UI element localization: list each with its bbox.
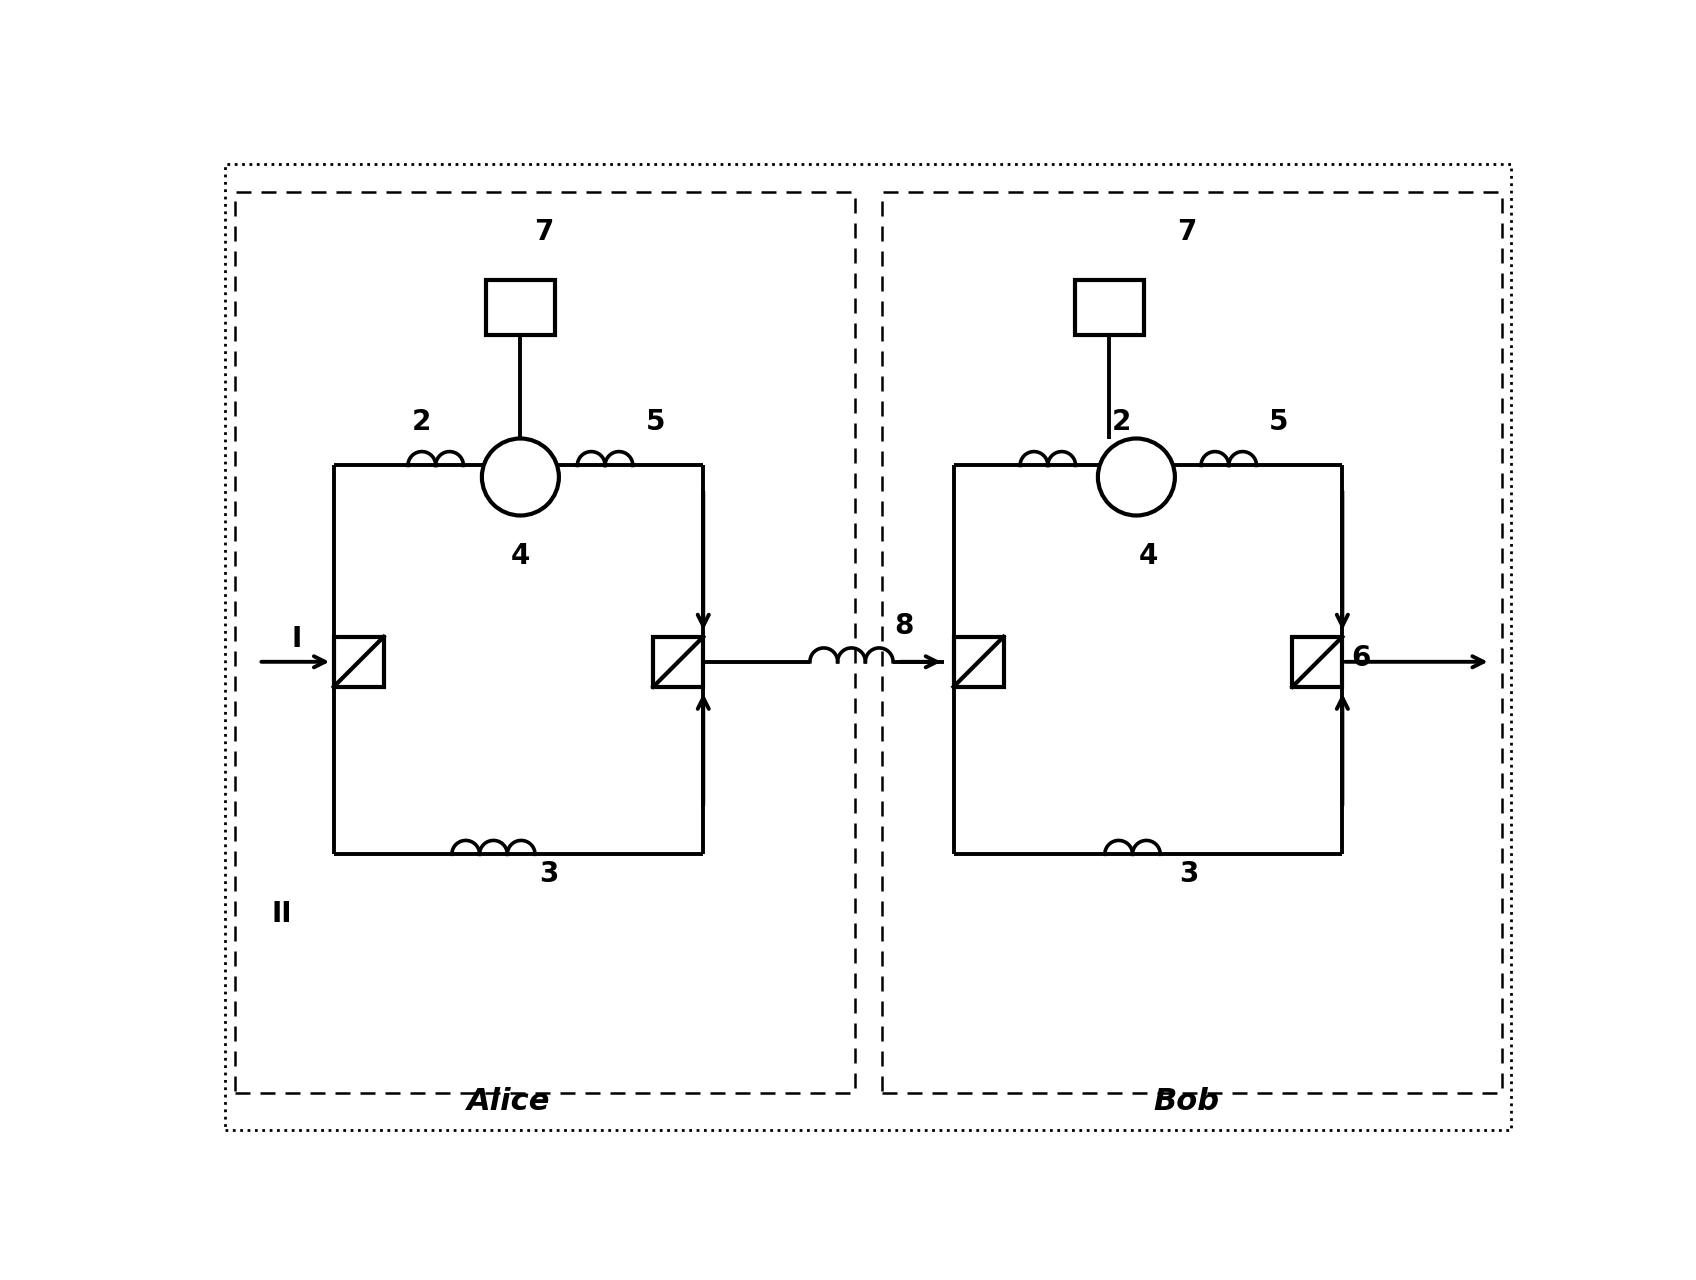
Bar [653, 636, 704, 687]
Text: 3: 3 [1179, 860, 1197, 888]
Text: 5: 5 [1269, 408, 1289, 436]
Text: Φ: Φ [1146, 486, 1169, 511]
Text: 5: 5 [646, 408, 665, 436]
Bar [334, 636, 383, 687]
Circle shape [482, 439, 560, 516]
Text: II: II [271, 901, 292, 928]
Text: Bob: Bob [1153, 1087, 1219, 1116]
Text: 7: 7 [534, 218, 553, 246]
Bar [1075, 280, 1145, 335]
Text: 6: 6 [1352, 644, 1370, 672]
Text: 7: 7 [1177, 218, 1196, 246]
Circle shape [1097, 439, 1175, 516]
Bar [485, 280, 555, 335]
Text: 4: 4 [510, 543, 531, 571]
Text: 2: 2 [412, 408, 431, 436]
Text: I: I [292, 625, 302, 653]
Text: 4: 4 [1138, 543, 1158, 571]
Text: 3: 3 [539, 860, 560, 888]
Text: Φ: Φ [531, 484, 553, 508]
Text: 8: 8 [894, 612, 914, 640]
Bar [953, 636, 1004, 687]
Bar [1292, 636, 1342, 687]
Text: 2: 2 [1111, 408, 1131, 436]
Text: Alice: Alice [466, 1087, 551, 1116]
